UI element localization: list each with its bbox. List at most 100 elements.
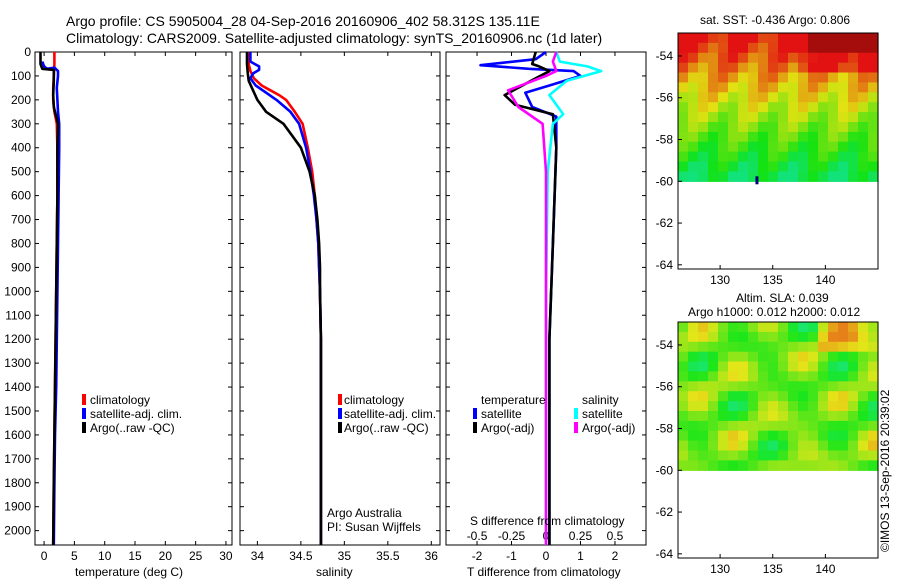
heatmap-cell	[698, 131, 709, 143]
heatmap-cell	[838, 92, 849, 103]
map-y-tick-label: -54	[656, 49, 674, 63]
heatmap-cell	[788, 33, 799, 44]
header-line-1: Argo profile: CS 5905004_28 04-Sep-2016 …	[66, 13, 540, 29]
heatmap-cell	[858, 430, 869, 442]
map-x-tick-label: 140	[815, 273, 835, 287]
heatmap-cell	[708, 72, 719, 83]
heatmap-cell	[808, 62, 819, 74]
heatmap-cell	[828, 391, 839, 402]
heatmap-cell	[808, 430, 819, 442]
heatmap-cell	[798, 440, 809, 452]
heatmap-cell	[858, 331, 869, 343]
heatmap-cell	[748, 42, 759, 54]
heatmap-cell	[768, 92, 779, 103]
heatmap-cell	[738, 171, 749, 182]
heatmap-cell	[728, 411, 739, 422]
heatmap-cell	[788, 351, 799, 363]
heatmap-cell	[748, 401, 759, 412]
heatmap-cell	[738, 52, 749, 64]
heatmap-cell	[758, 151, 769, 163]
heatmap-cell	[748, 440, 759, 452]
heatmap-cell	[818, 171, 829, 182]
heatmap-cell	[678, 112, 689, 123]
heatmap-cell	[698, 322, 709, 333]
heatmap-cell	[868, 161, 879, 172]
heatmap-cell	[698, 460, 709, 471]
heatmap-cell	[808, 52, 819, 64]
heatmap-cell	[838, 131, 849, 143]
depth-tick-label: 900	[11, 260, 31, 274]
heatmap-cell	[838, 322, 849, 333]
heatmap-cell	[738, 351, 749, 363]
map-x-tick-label: 135	[763, 562, 783, 576]
heatmap-cell	[828, 351, 839, 363]
heatmap-cell	[778, 33, 789, 44]
heatmap-cell	[778, 450, 789, 461]
heatmap-cell	[828, 331, 839, 343]
heatmap-cell	[748, 420, 759, 432]
heatmap-cell	[838, 151, 849, 163]
heatmap-cell	[868, 450, 879, 461]
depth-tick-label: 700	[11, 213, 31, 227]
heatmap-cell	[728, 420, 739, 432]
heatmap-cell	[678, 440, 689, 452]
sla-map-subtitle: Argo h1000: 0.012 h2000: 0.012	[688, 305, 860, 319]
heatmap-cell	[708, 411, 719, 422]
heatmap-cell	[828, 381, 839, 392]
heatmap-cell	[868, 331, 879, 343]
heatmap-cell	[778, 401, 789, 412]
sla-map-axes: 130 135 140 -54 -56 -58 -60 -62 -64	[656, 338, 836, 576]
heatmap-cell	[708, 82, 719, 93]
heatmap-cell	[708, 420, 719, 432]
heatmap-cell	[778, 391, 789, 402]
heatmap-cell	[798, 42, 809, 54]
heatmap-cell	[798, 371, 809, 382]
legend-label-climatology: climatology	[344, 393, 404, 407]
heatmap-cell	[828, 420, 839, 432]
heatmap-cell	[768, 460, 779, 471]
heatmap-cell	[808, 171, 819, 182]
difference-top-axis-label: S difference from climatology	[470, 514, 625, 528]
heatmap-cell	[708, 52, 719, 64]
heatmap-cell	[728, 151, 739, 163]
heatmap-cell	[848, 351, 859, 363]
heatmap-cell	[698, 52, 709, 64]
heatmap-cell	[728, 33, 739, 44]
heatmap-cell	[698, 151, 709, 163]
legend-swatch-climatology	[338, 394, 342, 405]
heatmap-cell	[778, 351, 789, 363]
heatmap-cell	[778, 371, 789, 382]
heatmap-cell	[678, 72, 689, 83]
heatmap-cell	[808, 92, 819, 103]
heatmap-cell	[828, 52, 839, 64]
heatmap-cell	[788, 401, 799, 412]
heatmap-cell	[748, 351, 759, 363]
heatmap-cell	[758, 391, 769, 402]
heatmap-cell	[818, 33, 829, 44]
depth-tick-label: 800	[11, 236, 31, 250]
x-tick-label: 35.5	[376, 549, 400, 563]
heatmap-cell	[828, 33, 839, 44]
heatmap-cell	[738, 411, 749, 422]
heatmap-cell	[718, 82, 729, 93]
heatmap-cell	[678, 450, 689, 461]
heatmap-cell	[838, 420, 849, 432]
depth-tick-label: 400	[11, 141, 31, 155]
heatmap-cell	[798, 33, 809, 44]
heatmap-cell	[808, 82, 819, 93]
heatmap-cell	[708, 131, 719, 143]
heatmap-cell	[768, 391, 779, 402]
heatmap-cell	[698, 122, 709, 133]
heatmap-cell	[798, 151, 809, 163]
temperature-x-axis: 0 5 10 15 20 25 30	[41, 52, 233, 563]
heatmap-cell	[788, 450, 799, 461]
heatmap-cell	[788, 430, 799, 442]
heatmap-cell	[748, 112, 759, 123]
legend-label-satellite: satellite-adj. clim.	[344, 407, 436, 421]
heatmap-cell	[688, 122, 699, 133]
heatmap-cell	[848, 381, 859, 392]
legend-swatch-sat-salinity	[574, 408, 578, 419]
heatmap-cell	[698, 112, 709, 123]
heatmap-cell	[688, 351, 699, 363]
heatmap-cell	[758, 371, 769, 382]
